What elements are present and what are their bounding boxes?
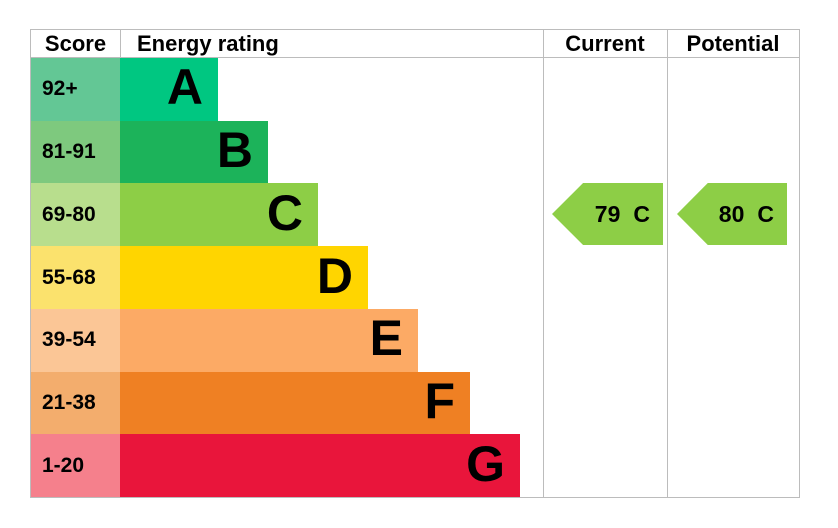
band-score-range: 39-54: [31, 308, 120, 372]
band-score-range: 55-68: [31, 246, 120, 309]
potential-score-value: 80: [718, 200, 745, 227]
current-column-divider: [543, 30, 544, 497]
band-letter: B: [216, 122, 253, 179]
epc-rows: 92+ A 81-91 B 69-80 C 55-68 D 39-54 E 21-38 F 1-20 G: [31, 58, 799, 498]
band-row-f: 21-38 F: [31, 371, 799, 435]
current-rating-letter: C: [633, 200, 650, 227]
current-score-value: 79: [594, 200, 621, 227]
band-letter: E: [369, 310, 403, 367]
score-column-divider: [120, 30, 121, 58]
energy-rating-column-header: Energy rating: [137, 30, 279, 56]
band-row-a: 92+ A: [31, 58, 799, 121]
band-score-range: 81-91: [31, 120, 120, 184]
potential-column-divider: [667, 30, 668, 497]
band-row-d: 55-68 D: [31, 246, 799, 309]
potential-rating-letter: C: [757, 200, 774, 227]
band-score-range: 92+: [31, 58, 120, 121]
band-bar-b: B: [120, 120, 268, 184]
band-score-range: 21-38: [31, 371, 120, 435]
band-letter: A: [166, 59, 203, 116]
band-bar-d: D: [120, 246, 368, 309]
band-row-e: 39-54 E: [31, 308, 799, 372]
band-bar-g: G: [120, 434, 520, 498]
current-rating-arrow: 79 C: [552, 183, 663, 245]
epc-rating-chart: Score Energy rating Current Potential 92…: [30, 29, 800, 498]
band-bar-c: C: [120, 183, 318, 247]
band-letter: F: [424, 372, 455, 429]
band-letter: C: [266, 184, 303, 241]
band-bar-e: E: [120, 308, 418, 372]
band-bar-a: A: [120, 58, 218, 121]
band-row-c: 69-80 C: [31, 183, 799, 247]
band-row-g: 1-20 G: [31, 434, 799, 498]
current-column-header: Current: [565, 30, 645, 56]
band-bar-f: F: [120, 371, 470, 435]
band-letter: G: [466, 435, 505, 492]
potential-column-header: Potential: [686, 30, 780, 56]
band-letter: D: [316, 247, 353, 304]
score-column-header: Score: [44, 30, 107, 56]
potential-rating-arrow: 80 C: [677, 183, 787, 245]
band-score-range: 69-80: [31, 183, 120, 247]
band-score-range: 1-20: [31, 434, 120, 498]
band-row-b: 81-91 B: [31, 120, 799, 184]
chart-header-row: Score Energy rating Current Potential: [31, 30, 799, 58]
